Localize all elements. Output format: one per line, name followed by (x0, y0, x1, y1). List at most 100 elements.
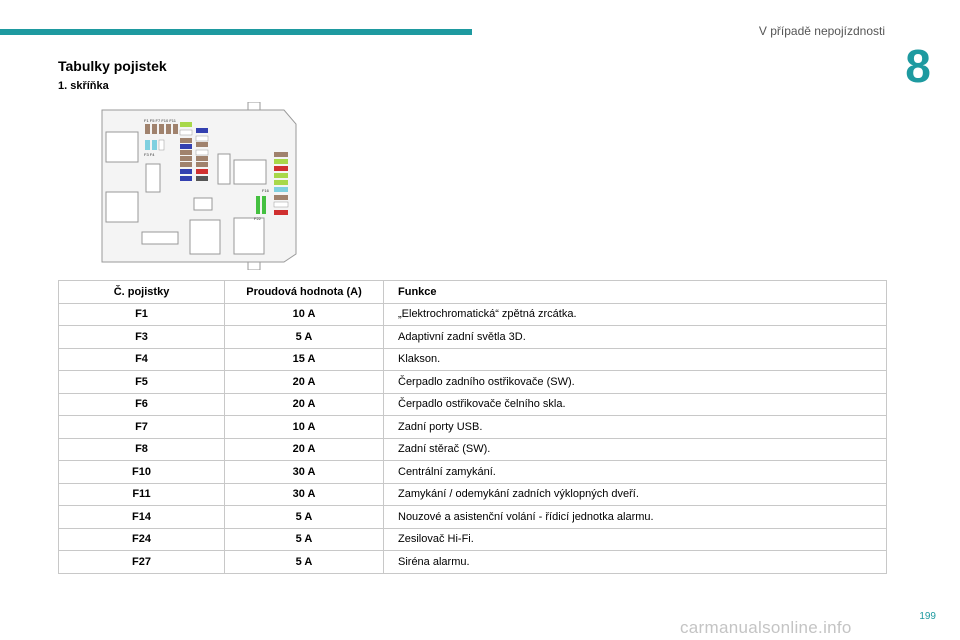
cell-fuse-number: F24 (58, 527, 225, 551)
cell-function: Zamykání / odemykání zadních výklopných … (383, 482, 887, 506)
fuse (159, 124, 164, 134)
cell-function: Klakson. (383, 347, 887, 371)
page-number: 199 (919, 611, 936, 622)
fuse (145, 124, 150, 134)
fuse (173, 124, 178, 134)
relay-block (105, 191, 139, 223)
fuse (180, 138, 192, 143)
fuse (195, 135, 209, 142)
cell-current: 15 A (224, 347, 384, 371)
fuse (152, 124, 157, 134)
cell-current: 30 A (224, 482, 384, 506)
relay-block (217, 153, 231, 185)
table-row: F8 20 A Zadní stěrač (SW). (58, 437, 887, 461)
fuse (274, 187, 288, 192)
fuse (145, 140, 150, 150)
fuse (166, 124, 171, 134)
top-clip (247, 102, 261, 111)
cell-function: Nouzové a asistenční volání - řídicí jed… (383, 505, 887, 529)
cell-current: 5 A (224, 505, 384, 529)
fuse (179, 129, 193, 136)
column-header-fuse-number: Č. pojistky (58, 280, 225, 304)
table-row: F6 20 A Čerpadlo ostřikovače čelního skla. (58, 392, 887, 416)
table-row: F14 5 A Nouzové a asistenční volání - řídi… (58, 505, 887, 529)
bottom-clip (247, 261, 261, 270)
fuse (274, 166, 288, 171)
cell-current: 10 A (224, 415, 384, 439)
cell-fuse-number: F14 (58, 505, 225, 529)
fuse (256, 196, 260, 214)
fuse (180, 169, 192, 174)
relay-block (105, 131, 139, 163)
cell-function: „Elektrochromatická“ zpětná zrcátka. (383, 302, 887, 326)
cell-current: 20 A (224, 370, 384, 394)
column-header-current: Proudová hodnota (A) (224, 280, 384, 304)
column-header-function: Funkce (383, 280, 887, 304)
cell-fuse-number: F11 (58, 482, 225, 506)
cell-current: 20 A (224, 437, 384, 461)
cell-fuse-number: F27 (58, 550, 225, 574)
fuse (195, 149, 209, 156)
chapter-number: 8 (905, 40, 931, 92)
cell-fuse-number: F4 (58, 347, 225, 371)
relay-block (233, 159, 267, 185)
cell-fuse-number: F6 (58, 392, 225, 416)
table-row: F10 30 A Centrální zamykání. (58, 460, 887, 484)
fuse-label: F22 (254, 216, 262, 221)
fuse (274, 180, 288, 185)
table-row: F3 5 A Adaptivní zadní světla 3D. (58, 325, 887, 349)
cell-fuse-number: F10 (58, 460, 225, 484)
cell-function: Centrální zamykání. (383, 460, 887, 484)
table-row: F7 10 A Zadní porty USB. (58, 415, 887, 439)
fuse (274, 210, 288, 215)
fuse (274, 159, 288, 164)
fuse-label: F1 F5 F7 F10 F11 (144, 118, 177, 123)
cell-current: 5 A (224, 550, 384, 574)
fuse (180, 122, 192, 127)
fuse (180, 144, 192, 149)
relay-block (193, 197, 213, 211)
table-row: F11 30 A Zamykání / odemykání zadních výkl… (58, 482, 887, 506)
cell-fuse-number: F7 (58, 415, 225, 439)
fusebox-subtitle: 1. skříňka (58, 80, 109, 92)
cell-fuse-number: F1 (58, 302, 225, 326)
fuse-table: Č. pojistky Proudová hodnota (A) Funkce … (58, 280, 887, 574)
cell-current: 5 A (224, 325, 384, 349)
watermark: carmanualsonline.info (680, 618, 852, 637)
cell-function: Zadní porty USB. (383, 415, 887, 439)
fusebox-diagram: F1 F5 F7 F10 F11 F3 F4 F16 F22 (101, 102, 297, 270)
fuse (262, 196, 266, 214)
cell-current: 5 A (224, 527, 384, 551)
connector-block (189, 219, 221, 255)
fuse (180, 162, 192, 167)
connector-block (233, 217, 265, 255)
fuse (180, 150, 192, 155)
fuse (196, 162, 208, 167)
table-header-row: Č. pojistky Proudová hodnota (A) Funkce (58, 280, 887, 304)
fuse (196, 169, 208, 174)
fuse (274, 173, 288, 178)
header-accent-bar (0, 29, 472, 35)
fuse (180, 156, 192, 161)
fuse (158, 139, 165, 151)
fuse-label: F16 (262, 188, 270, 193)
cell-function: Zesilovač Hi-Fi. (383, 527, 887, 551)
connector-block (141, 231, 179, 245)
table-row: F4 15 A Klakson. (58, 347, 887, 371)
table-row: F5 20 A Čerpadlo zadního ostřikovače (SW). (58, 370, 887, 394)
fuse (196, 142, 208, 147)
cell-fuse-number: F8 (58, 437, 225, 461)
fuse-label: F3 F4 (144, 152, 155, 157)
fuse (196, 128, 208, 133)
cell-current: 10 A (224, 302, 384, 326)
section-title: Tabulky pojistek (58, 58, 167, 74)
fuse (274, 152, 288, 157)
fuse (273, 201, 289, 208)
fuse (196, 176, 208, 181)
fuse (196, 156, 208, 161)
fuse (152, 140, 157, 150)
cell-current: 30 A (224, 460, 384, 484)
relay-block (145, 163, 161, 193)
fuse (274, 195, 288, 200)
table-row: F27 5 A Siréna alarmu. (58, 550, 887, 574)
